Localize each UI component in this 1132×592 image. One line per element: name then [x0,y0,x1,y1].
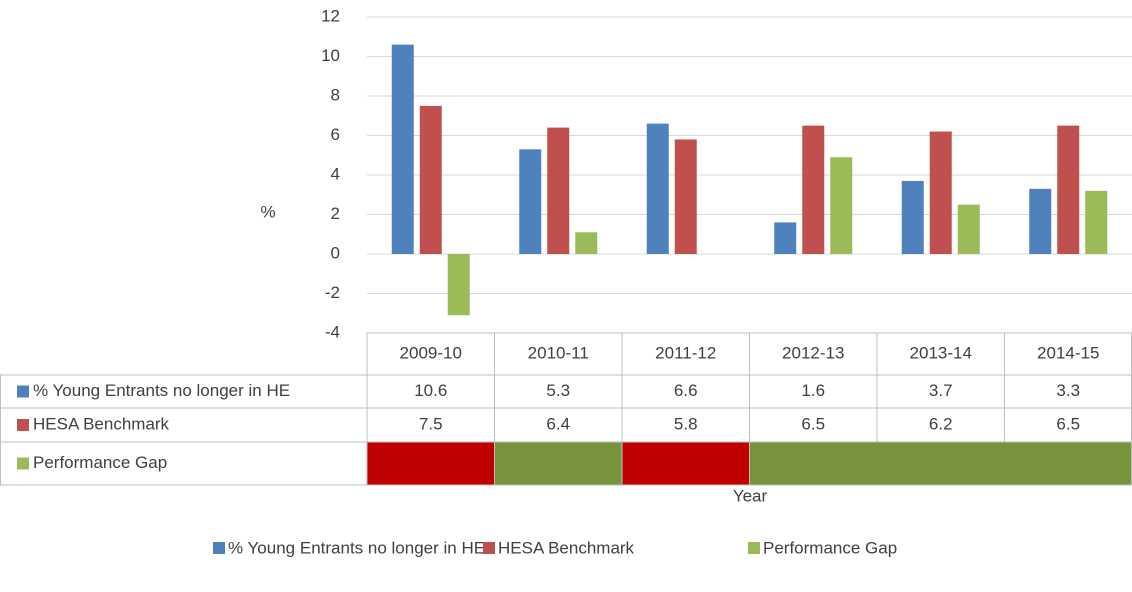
legend-label: % Young Entrants no longer in HE [228,538,485,557]
bar [774,222,796,254]
y-tick-label: 4 [331,164,340,183]
table-cell: 3.3 [1056,381,1080,400]
legend-key [213,542,225,554]
x-axis-label: Year [733,486,768,505]
legend-key [17,419,29,431]
y-tick-label: 8 [331,85,340,104]
gap-cell [495,442,623,485]
bar [448,254,470,315]
y-tick-label: 6 [331,125,340,144]
table-cell: 6.2 [929,414,953,433]
table-cell: 5.8 [674,414,698,433]
legend-key [748,542,760,554]
bar [675,139,697,254]
legend-label: Performance Gap [763,538,897,557]
legend-key [17,386,29,398]
y-tick-label: 10 [321,46,340,65]
table-cell: 3.7 [929,381,953,400]
bar [902,181,924,254]
table-cell: 7.5 [419,414,443,433]
table-cell: 6.4 [546,414,570,433]
table-cell: 6.6 [674,381,698,400]
legend-label: HESA Benchmark [498,538,635,557]
y-tick-label: 0 [331,243,340,262]
table-cell: 6.5 [801,414,825,433]
table-header: 2010-11 [528,343,589,362]
gap-cell [367,442,495,485]
bar [930,132,952,254]
legend-key [483,542,495,554]
table-cell: 10.6 [414,381,447,400]
bar [547,128,569,254]
bar [647,124,669,254]
gap-cell [622,442,750,485]
y-tick-label: -4 [325,322,340,341]
gap-cell [877,442,1005,485]
table-header: 2014-15 [1037,343,1099,362]
table-cell: 5.3 [546,381,570,400]
bar [958,205,980,254]
table-header: 2009-10 [400,343,462,362]
gap-cell [1005,442,1132,485]
gap-cell [750,442,878,485]
table-cell: 1.6 [801,381,825,400]
bar [420,106,442,254]
table-header: 2012-13 [782,343,844,362]
row-label: Performance Gap [33,453,167,472]
bar [1029,189,1051,254]
legend-key [17,458,29,470]
y-tick-label: 12 [321,6,340,25]
y-axis-label: % [260,202,275,221]
row-label: HESA Benchmark [33,414,170,433]
bar [575,232,597,254]
bar [519,149,541,254]
row-label: % Young Entrants no longer in HE [33,381,290,400]
table-header: 2013-14 [910,343,972,362]
table-cell: 6.5 [1056,414,1080,433]
table-header: 2011-12 [655,343,716,362]
bar [802,126,824,254]
bar [830,157,852,254]
y-tick-label: 2 [331,204,340,223]
bar [1085,191,1107,254]
y-tick-label: -2 [325,283,340,302]
bar [392,45,414,254]
bar [1057,126,1079,254]
